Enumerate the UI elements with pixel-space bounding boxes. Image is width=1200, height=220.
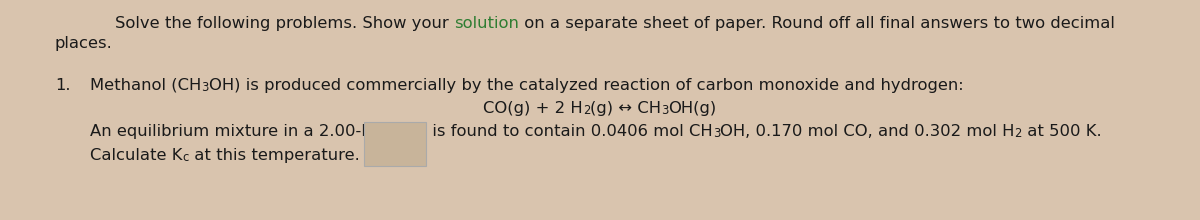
Text: places.: places. (55, 36, 113, 51)
Text: 3: 3 (202, 81, 209, 94)
Text: at this temperature.: at this temperature. (188, 148, 360, 163)
Text: Solve the following problems. Show your: Solve the following problems. Show your (115, 16, 454, 31)
Text: Calculate K: Calculate K (90, 148, 182, 163)
Text: solution: solution (454, 16, 518, 31)
Text: OH(g): OH(g) (668, 101, 716, 116)
Text: 3: 3 (661, 104, 668, 117)
Text: 3: 3 (713, 127, 720, 140)
Text: 2: 2 (583, 104, 590, 117)
Text: CO(g) + 2 H: CO(g) + 2 H (484, 101, 583, 116)
Text: c: c (182, 151, 188, 164)
Text: 1.: 1. (55, 78, 71, 93)
Text: at 500 K.: at 500 K. (1021, 124, 1102, 139)
Text: OH, 0.170 mol CO, and 0.302 mol H: OH, 0.170 mol CO, and 0.302 mol H (720, 124, 1014, 139)
Text: 2: 2 (1014, 127, 1021, 140)
Text: Methanol (CH: Methanol (CH (90, 78, 202, 93)
Text: An equilibrium mixture in a 2.00-L vessel is found to contain 0.0406 mol CH: An equilibrium mixture in a 2.00-L vesse… (90, 124, 713, 139)
Text: OH) is produced commercially by the catalyzed reaction of carbon monoxide and hy: OH) is produced commercially by the cata… (209, 78, 964, 93)
Text: on a separate sheet of paper. Round off all final answers to two decimal: on a separate sheet of paper. Round off … (518, 16, 1115, 31)
Text: (g) ↔ CH: (g) ↔ CH (590, 101, 661, 116)
